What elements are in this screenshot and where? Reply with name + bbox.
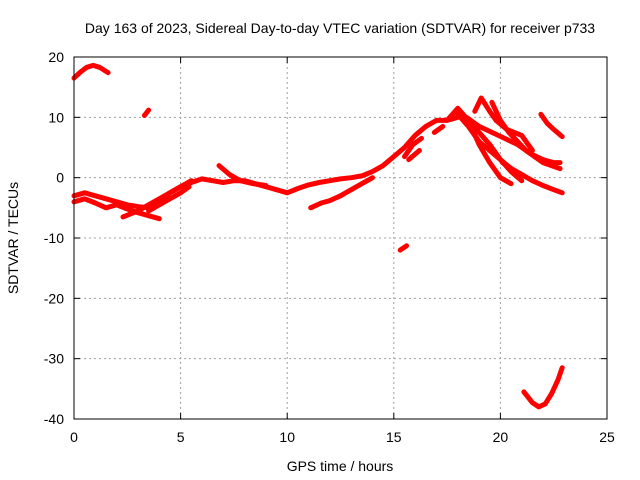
series-line-arc-10 [402, 135, 424, 160]
x-tick-label: 20 [493, 429, 509, 445]
series-line-arc-19 [500, 160, 565, 196]
series-line-arc-11 [406, 148, 422, 163]
grid-lines [74, 57, 607, 419]
y-tick-label: -40 [44, 411, 64, 427]
series-line-arc-8 [308, 175, 375, 211]
series-line-arc-20 [538, 111, 565, 140]
x-tick-label: 10 [279, 429, 295, 445]
chart-title: Day 163 of 2023, Sidereal Day-to-day VTE… [85, 20, 595, 36]
series-line-arc-21 [521, 365, 565, 410]
series-line-arc-9 [397, 243, 410, 253]
series-line-arc-12 [431, 123, 446, 135]
series-line-arc-3 [71, 114, 461, 211]
series-line-arc-17 [472, 95, 535, 153]
series-line-arc-4 [71, 196, 162, 222]
y-tick-label: 20 [48, 49, 64, 65]
axis-ticks: 0 5 10 15 20 25 20 10 0 -10 -20 -30 -40 [44, 49, 615, 445]
y-axis-label: SDTVAR / TECUs [5, 182, 21, 294]
series-line-arc-18 [489, 99, 563, 172]
series-line-arc-6 [146, 184, 192, 214]
x-tick-label: 0 [70, 429, 78, 445]
x-tick-label: 15 [386, 429, 402, 445]
series-line-arc-15 [465, 117, 525, 184]
series-line-arc-5 [120, 178, 194, 220]
y-tick-label: 0 [56, 170, 64, 186]
x-tick-label: 25 [599, 429, 615, 445]
series-line-arc-7 [216, 163, 269, 188]
x-axis-label: GPS time / hours [287, 458, 394, 474]
series-line-arc-1 [71, 62, 111, 81]
series-line-arc-2 [141, 107, 152, 118]
y-tick-label: -20 [44, 290, 64, 306]
y-tick-label: -10 [44, 230, 64, 246]
y-tick-label: 10 [48, 109, 64, 125]
y-tick-label: -30 [44, 351, 64, 367]
x-tick-label: 5 [177, 429, 185, 445]
data-series-group [71, 62, 565, 410]
